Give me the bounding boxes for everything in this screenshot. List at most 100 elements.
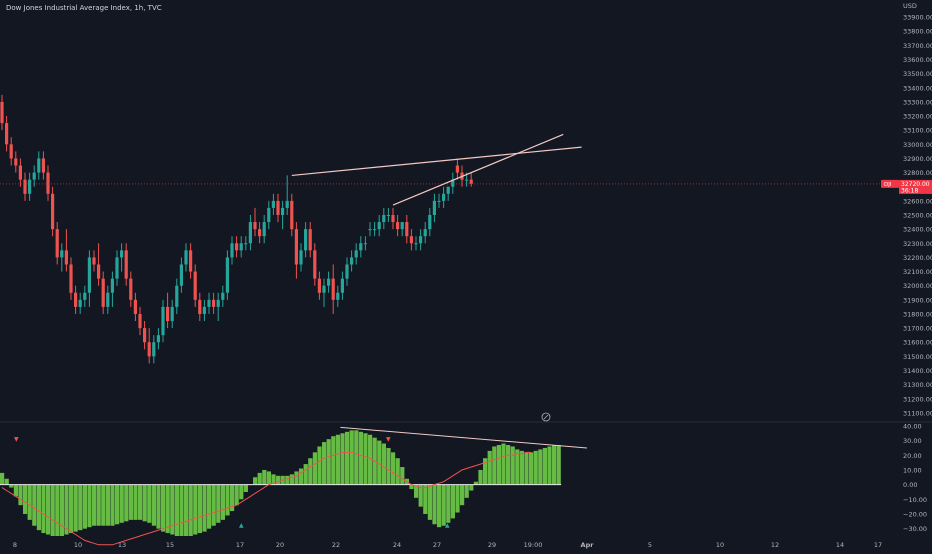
time-tick-label: 17 xyxy=(874,541,882,549)
histogram-bar xyxy=(285,475,290,485)
candle-body xyxy=(290,200,294,230)
oscillator-tick-label: 0.00 xyxy=(903,481,917,489)
histogram-bar xyxy=(377,440,382,485)
histogram-bar xyxy=(483,458,488,485)
price-tick-label: 31100.00 xyxy=(903,409,932,417)
candle-body xyxy=(106,292,110,307)
candle-body xyxy=(92,257,96,265)
histogram-bar xyxy=(41,484,46,534)
candle-body xyxy=(322,285,326,293)
candle-body xyxy=(69,264,73,293)
histogram-bar xyxy=(391,452,396,485)
price-tick-label: 32000.00 xyxy=(903,282,932,290)
currency-label: USD xyxy=(903,2,917,10)
time-tick-label: 13 xyxy=(118,541,126,549)
histogram-bar xyxy=(276,475,281,485)
histogram-bar xyxy=(216,484,221,523)
histogram-bar xyxy=(487,450,492,485)
histogram-bar xyxy=(312,452,317,485)
candle-body xyxy=(193,271,197,300)
histogram-bar xyxy=(271,474,276,485)
histogram-bar xyxy=(115,484,120,525)
candle-body xyxy=(281,207,285,215)
candle-body xyxy=(110,278,114,293)
oscillator-tick-label: 10.00 xyxy=(903,466,922,474)
candle-body xyxy=(179,264,183,286)
price-tick-label: 31600.00 xyxy=(903,339,932,347)
histogram-bar xyxy=(331,436,336,485)
price-tick-label: 33500.00 xyxy=(903,70,932,78)
oscillator-pane: ▼ ▼ ▲ ▲ xyxy=(0,426,588,546)
candle-body xyxy=(0,101,4,124)
candle-body xyxy=(423,229,427,237)
time-tick-label: 24 xyxy=(393,541,401,549)
histogram-bar xyxy=(496,445,501,485)
candle-body xyxy=(161,306,165,336)
candle-body xyxy=(129,278,133,300)
scroll-to-realtime-icon[interactable] xyxy=(541,412,551,422)
time-tick-label: 29 xyxy=(488,541,496,549)
histogram-bar xyxy=(473,481,478,485)
candle-body xyxy=(152,342,156,357)
price-tick-label: 32500.00 xyxy=(903,212,932,220)
candle-body xyxy=(189,250,193,272)
price-tick-label: 32200.00 xyxy=(903,254,932,262)
candle-body xyxy=(386,215,390,216)
histogram-bar xyxy=(82,484,87,529)
candle-body xyxy=(294,229,298,265)
candle-body xyxy=(354,250,358,258)
candle-body xyxy=(230,243,234,258)
time-tick-label: 15 xyxy=(166,541,174,549)
time-tick-label: 17 xyxy=(236,541,244,549)
candle-body xyxy=(83,292,87,300)
symbol-title[interactable]: Dow Jones Industrial Average Index, 1h, … xyxy=(6,4,162,12)
candle-body xyxy=(64,250,68,265)
histogram-bar xyxy=(64,484,69,535)
trend-lines[interactable] xyxy=(291,133,582,206)
price-axis[interactable]: USD 33900.00 33800.00 33700.00 33600.00 33500… xyxy=(881,2,932,417)
candle-body xyxy=(391,215,395,223)
price-tick-label: 31400.00 xyxy=(903,367,932,375)
histogram-bar xyxy=(46,484,51,535)
time-tick-label: 14 xyxy=(836,541,844,549)
price-tick-label: 33200.00 xyxy=(903,113,932,121)
time-axis[interactable]: 8 10 13 15 17 20 22 24 27 29 19:00 Apr 5 10 12 14 17 xyxy=(13,541,882,549)
histogram-bar xyxy=(78,484,83,531)
candle-body xyxy=(405,222,409,237)
candle-body xyxy=(437,200,441,202)
histogram-bar xyxy=(538,449,543,485)
candle-body xyxy=(276,200,280,215)
candle-body xyxy=(336,292,340,300)
histogram-bar xyxy=(317,446,322,485)
histogram-bar xyxy=(289,474,294,485)
histogram-bar xyxy=(441,484,446,526)
candle-body xyxy=(212,299,216,307)
histogram-bar xyxy=(460,484,465,506)
candle-body xyxy=(5,123,9,145)
price-tick-label: 32400.00 xyxy=(903,226,932,234)
histogram-bar xyxy=(165,484,170,534)
histogram-bar xyxy=(253,477,258,485)
histogram-bar xyxy=(542,447,547,485)
icon-slash xyxy=(543,414,549,420)
candle-body xyxy=(368,229,372,231)
price-tick-label: 33700.00 xyxy=(903,42,932,50)
oscillator-axis[interactable]: 40.00 30.00 20.00 10.00 0.00 −10.00 −20.00 −30.… xyxy=(903,422,927,533)
histogram-bar xyxy=(220,484,225,520)
candle-body xyxy=(143,328,147,343)
countdown-label: 36:18 xyxy=(901,187,918,194)
candle-body xyxy=(120,250,124,258)
candle-body xyxy=(442,193,446,201)
histogram-bar xyxy=(239,484,244,500)
oscillator-tick-label: −20.00 xyxy=(903,510,927,518)
candle-body xyxy=(74,292,78,307)
histogram-bar xyxy=(101,484,106,526)
price-tick-label: 33300.00 xyxy=(903,98,932,106)
histogram-bar xyxy=(349,430,354,485)
candle-body xyxy=(400,222,404,230)
oscillator-tick-label: −30.00 xyxy=(903,525,927,533)
time-tick-label: 27 xyxy=(433,541,441,549)
candle-body xyxy=(115,257,119,279)
